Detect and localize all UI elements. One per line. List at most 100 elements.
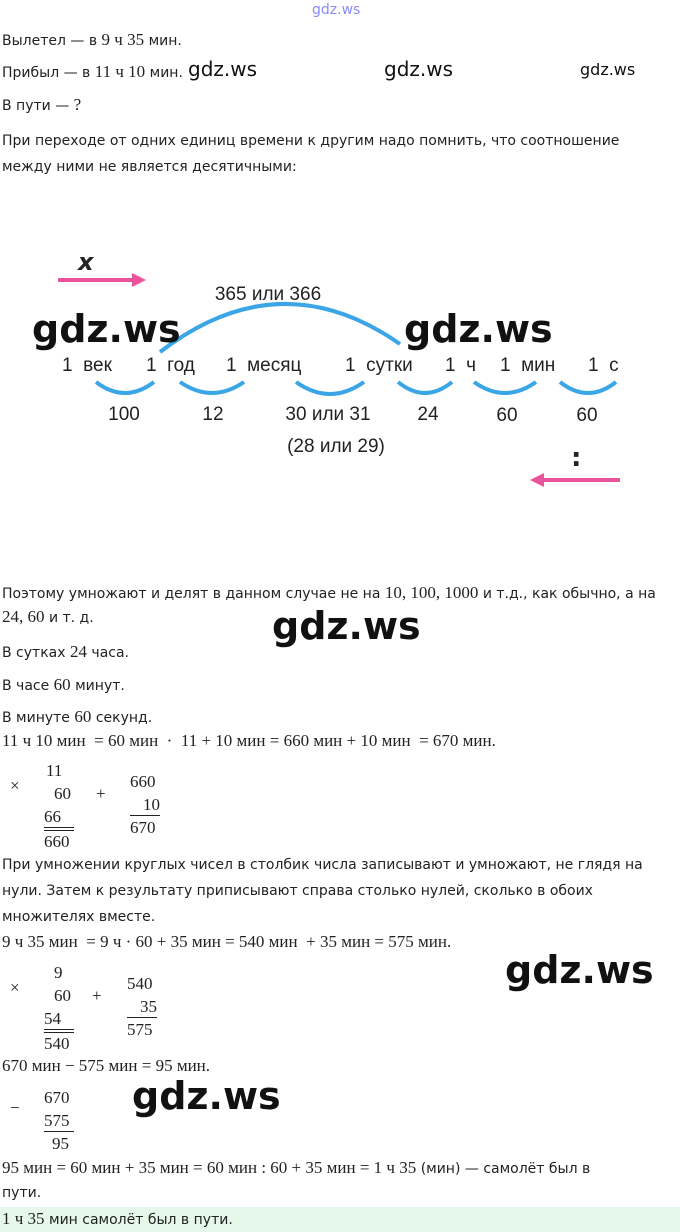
answer-text: мин самолёт был в пути.	[49, 1212, 233, 1228]
forward-symbol: x	[77, 248, 95, 276]
unit-month: 1 месяц	[226, 355, 302, 376]
unit-hour: 1 ч	[445, 355, 476, 376]
rule-line-1: При умножении круглых чисел в столбик чи…	[2, 857, 643, 873]
explanation-nums-b: 24, 60	[2, 607, 45, 626]
fact-minute-label: В минуте	[2, 710, 70, 726]
explanation-text-a: Поэтому умножают и делят в данном случае…	[2, 586, 381, 602]
fact-minute: В минуте 60 секунд.	[2, 707, 152, 727]
forward-arrow	[58, 273, 146, 287]
ratio-minute-second: 60	[576, 405, 597, 426]
add-sign: +	[92, 986, 102, 1005]
sub-operand-a: 670	[44, 1088, 70, 1107]
arc-minute-second	[558, 380, 618, 395]
answer-value: 1 ч 35	[2, 1209, 45, 1228]
add-operand-b: 35	[127, 997, 157, 1018]
rule-line-2: нули. Затем к результату приписывают спр…	[2, 883, 593, 899]
arc-month-day	[294, 380, 366, 396]
fact-day-number: 24	[69, 642, 87, 661]
ratio-day-hour: 24	[417, 404, 439, 425]
add-result: 575	[127, 1020, 153, 1039]
fact-minute-number: 60	[74, 707, 92, 726]
year-arc	[158, 301, 402, 354]
unit-minute: 1 мин	[500, 355, 555, 376]
arc-century-year	[94, 380, 156, 395]
departed-label: Вылетел — в	[2, 33, 98, 49]
mult-result: 540	[44, 1032, 74, 1054]
watermark: gdz.ws	[404, 307, 553, 351]
explanation-text-b: и т.д., как обычно, а на	[482, 586, 656, 602]
add-operand-a: 540	[127, 974, 153, 993]
fact-day: В сутках 24 часа.	[2, 642, 129, 662]
departed-time: 9 ч 35	[101, 30, 145, 49]
add-operand-a: 660	[130, 772, 156, 791]
add-operand-b: 10	[130, 795, 160, 816]
given-arrived: Прибыл — в 11 ч 10 мин.	[2, 62, 183, 82]
explanation-text-c: и т. д.	[48, 610, 94, 626]
conversion-line-1: 95 мин = 60 мин + 35 мин = 60 мин : 60 +…	[2, 1158, 590, 1178]
arc-day-hour	[396, 380, 454, 395]
unit-year: 1 год	[146, 355, 195, 376]
arrived-time: 11 ч 10	[94, 62, 146, 81]
ratio-arcs	[94, 380, 618, 396]
calc2-columns: × 9 60 54 540 + 540 35 575	[0, 960, 200, 1056]
answer: 1 ч 35 мин самолёт был в пути.	[2, 1209, 233, 1229]
explanation-line-2: 24, 60 и т. д.	[2, 607, 94, 627]
calc3-columns: − 670 575 95	[0, 1086, 200, 1156]
mult-result: 660	[44, 830, 74, 852]
conversion-line-2: пути.	[2, 1185, 42, 1201]
arc-hour-minute	[472, 380, 538, 395]
ratio-month-day: 30 или 31	[285, 404, 370, 425]
mult-operand-b: 60	[54, 986, 71, 1005]
unit-second: 1 с	[588, 355, 619, 376]
arc-year-month	[178, 380, 246, 395]
explanation-line-1: Поэтому умножают и делят в данном случае…	[2, 583, 656, 603]
time-units-diagram: x 365 или 366 1 век 1 год 1 месяц 1 сутк…	[58, 248, 620, 487]
arrived-label: Прибыл — в	[2, 65, 91, 81]
conversion-equation: 95 мин = 60 мин + 35 мин = 60 мин : 60 +…	[2, 1158, 417, 1177]
mult-operand-a: 11	[46, 761, 63, 780]
ratio-year-month: 12	[202, 404, 223, 425]
add-sign: +	[96, 784, 106, 803]
fact-day-unit: часа.	[91, 645, 129, 661]
watermark: gdz.ws	[384, 57, 454, 81]
fact-day-label: В сутках	[2, 645, 66, 661]
calc1-columns: × 11 60 66 660 + 660 10 670	[0, 758, 200, 854]
mult-operand-a: 9	[54, 963, 63, 982]
top-label: 365 или 366	[215, 284, 321, 305]
watermark: gdz.ws	[505, 948, 654, 992]
unit-century: 1 век	[62, 355, 113, 376]
note-line-1: При переходе от одних единиц времени к д…	[2, 133, 620, 149]
ratio-note: (28 или 29)	[287, 436, 385, 457]
mult-sign: ×	[10, 978, 20, 997]
backward-arrow	[530, 473, 620, 487]
given-departed: Вылетел — в 9 ч 35 мин.	[2, 30, 182, 50]
mult-partial: 54	[44, 1009, 74, 1030]
arrived-unit: мин.	[149, 65, 183, 81]
sub-operand-b: 575	[44, 1111, 74, 1132]
mult-operand-b: 60	[54, 784, 71, 803]
given-in-flight: В пути — ?	[2, 95, 81, 115]
calc3-equation: 670 мин − 575 мин = 95 мин.	[2, 1056, 211, 1075]
mult-sign: ×	[10, 776, 20, 795]
departed-unit: мин.	[148, 33, 182, 49]
ratio-hour-minute: 60	[496, 405, 517, 426]
calc1-equation: 11 ч 10 мин = 60 мин · 11 + 10 мин = 660…	[2, 731, 496, 750]
ratio-century-year: 100	[108, 404, 140, 425]
rule-line-3: множителях вместе.	[2, 909, 156, 925]
unit-day: 1 сутки	[345, 355, 413, 376]
sub-sign: −	[10, 1098, 20, 1117]
watermark: gdz.ws	[272, 604, 421, 648]
explanation-nums-a: 10, 100, 1000	[384, 583, 479, 602]
watermark: gdz.ws	[188, 57, 258, 81]
note-line-2: между ними не является десятичными:	[2, 159, 297, 175]
sub-result: 95	[52, 1134, 69, 1153]
answer-box	[0, 1207, 680, 1232]
watermark-top: gdz.ws	[312, 2, 361, 18]
backward-symbol: :	[571, 443, 581, 473]
watermark: gdz.ws	[132, 1074, 281, 1118]
add-result: 670	[130, 818, 156, 837]
mult-partial: 66	[44, 807, 74, 828]
watermark: gdz.ws	[32, 307, 181, 351]
fact-hour-number: 60	[53, 675, 71, 694]
in-flight-value: ?	[73, 95, 82, 114]
